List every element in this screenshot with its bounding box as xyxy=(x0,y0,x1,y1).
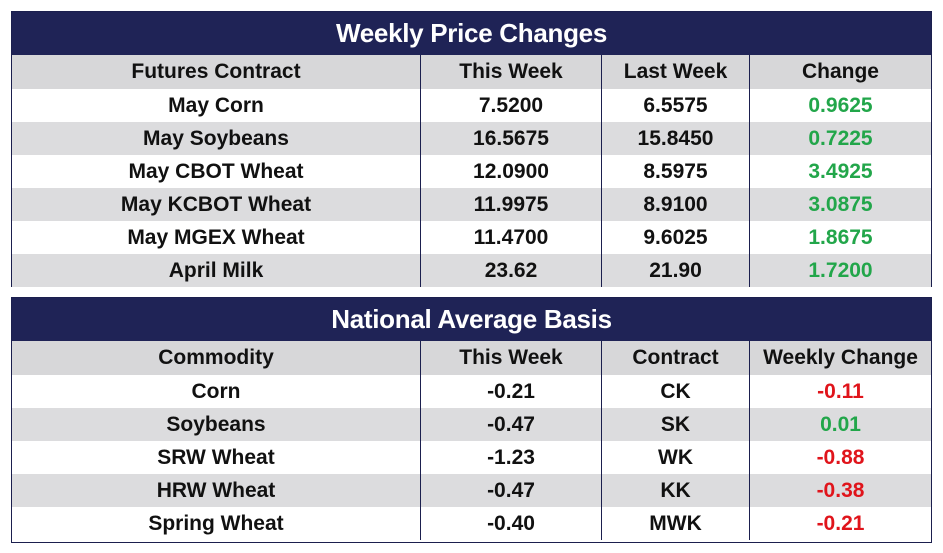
weekly-price-changes-table: Weekly Price Changes Futures Contract Th… xyxy=(11,11,932,287)
table-title: National Average Basis xyxy=(12,298,931,341)
change-cell: 0.7225 xyxy=(808,127,873,150)
header-row: Commodity This Week Contract Weekly Chan… xyxy=(12,341,931,375)
contract-cell: MWK xyxy=(602,507,750,540)
change-cell: 3.4925 xyxy=(808,160,873,183)
contract-cell: SK xyxy=(602,408,750,441)
last-week-cell: 9.6025 xyxy=(602,221,750,254)
change-cell: 1.7200 xyxy=(808,259,873,282)
column-header: Futures Contract xyxy=(12,55,421,89)
table-row: May KCBOT Wheat 11.9975 8.9100 3.0875 xyxy=(12,188,931,221)
this-week-cell: 11.4700 xyxy=(421,221,602,254)
this-week-cell: -0.47 xyxy=(421,474,602,507)
contract-cell: May CBOT Wheat xyxy=(12,155,421,188)
this-week-cell: 11.9975 xyxy=(421,188,602,221)
weekly-change-cell: -0.11 xyxy=(817,380,864,403)
this-week-cell: 7.5200 xyxy=(421,89,602,122)
commodity-cell: HRW Wheat xyxy=(12,474,421,507)
column-header: Last Week xyxy=(602,55,750,89)
commodity-cell: Corn xyxy=(12,375,421,408)
this-week-cell: -1.23 xyxy=(421,441,602,474)
column-header: Commodity xyxy=(12,341,421,375)
commodity-cell: SRW Wheat xyxy=(12,441,421,474)
contract-cell: WK xyxy=(602,441,750,474)
this-week-cell: -0.40 xyxy=(421,507,602,540)
table-row: May MGEX Wheat 11.4700 9.6025 1.8675 xyxy=(12,221,931,254)
contract-cell: May MGEX Wheat xyxy=(12,221,421,254)
change-cell: 0.9625 xyxy=(808,94,873,117)
table-row: May Soybeans 16.5675 15.8450 0.7225 xyxy=(12,122,931,155)
table-row: Soybeans -0.47 SK 0.01 xyxy=(12,408,931,441)
last-week-cell: 6.5575 xyxy=(602,89,750,122)
this-week-cell: 12.0900 xyxy=(421,155,602,188)
column-header: Contract xyxy=(602,341,750,375)
weekly-change-cell: -0.88 xyxy=(816,446,865,469)
table-row: SRW Wheat -1.23 WK -0.88 xyxy=(12,441,931,474)
weekly-change-cell: -0.21 xyxy=(816,512,865,535)
last-week-cell: 21.90 xyxy=(602,254,750,287)
weekly-change-cell: 0.01 xyxy=(820,413,861,436)
this-week-cell: 16.5675 xyxy=(421,122,602,155)
contract-cell: CK xyxy=(602,375,750,408)
table-row: Spring Wheat -0.40 MWK -0.21 xyxy=(12,507,931,540)
national-average-basis-table: National Average Basis Commodity This We… xyxy=(11,297,932,543)
contract-cell: May KCBOT Wheat xyxy=(12,188,421,221)
table-title: Weekly Price Changes xyxy=(12,12,931,55)
commodity-cell: Spring Wheat xyxy=(12,507,421,540)
this-week-cell: -0.21 xyxy=(421,375,602,408)
weekly-change-cell: -0.38 xyxy=(816,479,865,502)
last-week-cell: 8.5975 xyxy=(602,155,750,188)
table-row: April Milk 23.62 21.90 1.7200 xyxy=(12,254,931,287)
contract-cell: May Soybeans xyxy=(12,122,421,155)
change-cell: 1.8675 xyxy=(808,226,873,249)
contract-cell: KK xyxy=(602,474,750,507)
column-header: This Week xyxy=(421,55,602,89)
contract-cell: May Corn xyxy=(12,89,421,122)
column-header: Change xyxy=(801,60,879,83)
table-row: HRW Wheat -0.47 KK -0.38 xyxy=(12,474,931,507)
last-week-cell: 8.9100 xyxy=(602,188,750,221)
column-header: This Week xyxy=(421,341,602,375)
contract-cell: April Milk xyxy=(12,254,421,287)
table-row: May CBOT Wheat 12.0900 8.5975 3.4925 xyxy=(12,155,931,188)
change-cell: 3.0875 xyxy=(808,193,873,216)
last-week-cell: 15.8450 xyxy=(602,122,750,155)
this-week-cell: -0.47 xyxy=(421,408,602,441)
this-week-cell: 23.62 xyxy=(421,254,602,287)
table-row: May Corn 7.5200 6.5575 0.9625 xyxy=(12,89,931,122)
column-header: Weekly Change xyxy=(763,346,918,369)
table-row: Corn -0.21 CK -0.11 xyxy=(12,375,931,408)
commodity-cell: Soybeans xyxy=(12,408,421,441)
header-row: Futures Contract This Week Last Week Cha… xyxy=(12,55,931,89)
